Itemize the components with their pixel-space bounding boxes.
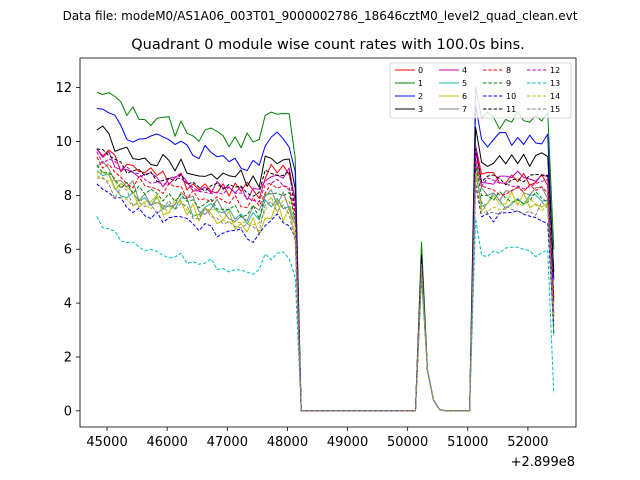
legend-label-4: 4 bbox=[462, 66, 467, 75]
series-line-4 bbox=[96, 145, 555, 412]
x-tick-label: 50000 bbox=[387, 435, 428, 450]
legend-label-11: 11 bbox=[506, 105, 516, 114]
series-line-0 bbox=[96, 145, 555, 412]
figure-suptitle: Data file: modeM0/AS1A06_003T01_90000027… bbox=[63, 9, 578, 23]
series-line-15 bbox=[96, 175, 555, 412]
y-tick-label: 0 bbox=[64, 404, 72, 419]
x-tick-label: 46000 bbox=[146, 435, 187, 450]
legend-label-14: 14 bbox=[550, 92, 560, 101]
y-tick-label: 8 bbox=[64, 189, 72, 204]
legend-label-9: 9 bbox=[506, 79, 511, 88]
x-tick-label: 52000 bbox=[507, 435, 548, 450]
y-tick-label: 2 bbox=[64, 350, 72, 365]
series-line-14 bbox=[96, 172, 555, 412]
series-line-7 bbox=[96, 160, 555, 412]
series-line-13 bbox=[96, 216, 555, 412]
legend-label-13: 13 bbox=[550, 79, 560, 88]
series-line-2 bbox=[96, 105, 555, 412]
x-tick-label: 51000 bbox=[447, 435, 488, 450]
legend-label-5: 5 bbox=[462, 79, 467, 88]
y-tick-label: 10 bbox=[55, 135, 72, 150]
x-axis-offset-label: +2.899e8 bbox=[511, 455, 575, 470]
series-line-11 bbox=[96, 148, 555, 412]
chart-title: Quadrant 0 module wise count rates with … bbox=[131, 37, 525, 53]
legend-label-10: 10 bbox=[506, 92, 516, 101]
x-tick-label: 49000 bbox=[327, 435, 368, 450]
y-tick-label: 4 bbox=[64, 297, 72, 312]
x-tick-label: 48000 bbox=[267, 435, 308, 450]
y-axis: 0 2 4 6 8 10 12 bbox=[55, 81, 80, 419]
legend-label-1: 1 bbox=[418, 79, 423, 88]
legend-label-2: 2 bbox=[418, 92, 423, 101]
series-line-10 bbox=[96, 183, 555, 412]
x-axis: 45000 46000 47000 48000 49000 50000 51000 52000 bbox=[86, 427, 549, 450]
legend-label-8: 8 bbox=[506, 66, 511, 75]
legend-label-6: 6 bbox=[462, 92, 467, 101]
series-line-3 bbox=[96, 125, 555, 412]
y-tick-label: 12 bbox=[55, 81, 72, 96]
legend-label-3: 3 bbox=[418, 105, 423, 114]
y-tick-label: 6 bbox=[64, 243, 72, 258]
series-line-5 bbox=[96, 167, 555, 412]
legend-label-7: 7 bbox=[462, 105, 467, 114]
legend-frame bbox=[389, 62, 572, 119]
x-tick-label: 45000 bbox=[86, 435, 127, 450]
plot-frame bbox=[79, 57, 577, 428]
legend-label-15: 15 bbox=[550, 105, 560, 114]
series-line-1 bbox=[96, 86, 555, 412]
series-line-9 bbox=[96, 164, 555, 412]
legend-label-12: 12 bbox=[550, 66, 560, 75]
series-layer bbox=[96, 86, 555, 412]
legend-label-0: 0 bbox=[418, 66, 423, 75]
x-tick-label: 47000 bbox=[207, 435, 248, 450]
